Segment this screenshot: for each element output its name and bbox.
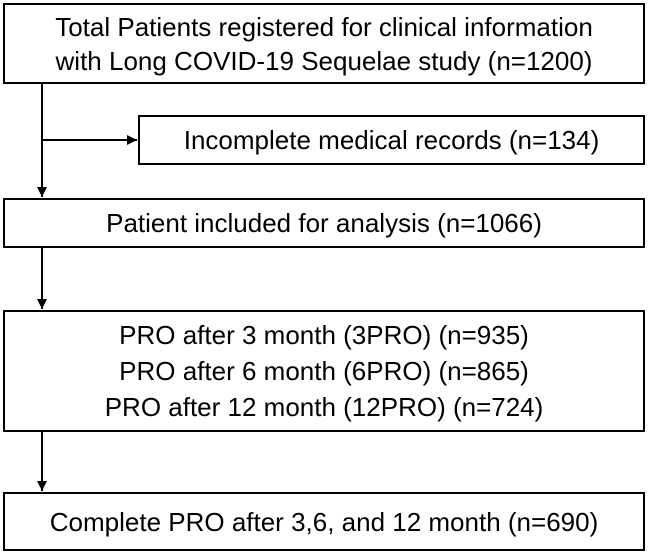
incomplete-records-box: Incomplete medical records (n=134)	[138, 115, 645, 165]
pro-3-month: PRO after 3 month (3PRO) (n=935)	[119, 320, 529, 350]
pro-6-month: PRO after 6 month (6PRO) (n=865)	[119, 356, 529, 386]
pro-followup-box: PRO after 3 month (3PRO) (n=935) PRO aft…	[3, 310, 645, 432]
pro-12-month: PRO after 12 month (12PRO) (n=724)	[104, 392, 544, 422]
total-patients-line-1: Total Patients registered for clinical i…	[55, 11, 593, 42]
total-patients-line-2: with Long COVID-19 Sequelae study (n=120…	[55, 45, 593, 76]
complete-pro-box: Complete PRO after 3,6, and 12 month (n=…	[3, 492, 645, 551]
incomplete-records-label: Incomplete medical records (n=134)	[183, 125, 600, 155]
included-patients-label: Patient included for analysis (n=1066)	[106, 208, 542, 238]
total-patients-box: Total Patients registered for clinical i…	[3, 3, 645, 84]
complete-pro-label: Complete PRO after 3,6, and 12 month (n=…	[49, 506, 599, 537]
included-patients-box: Patient included for analysis (n=1066)	[3, 198, 645, 248]
